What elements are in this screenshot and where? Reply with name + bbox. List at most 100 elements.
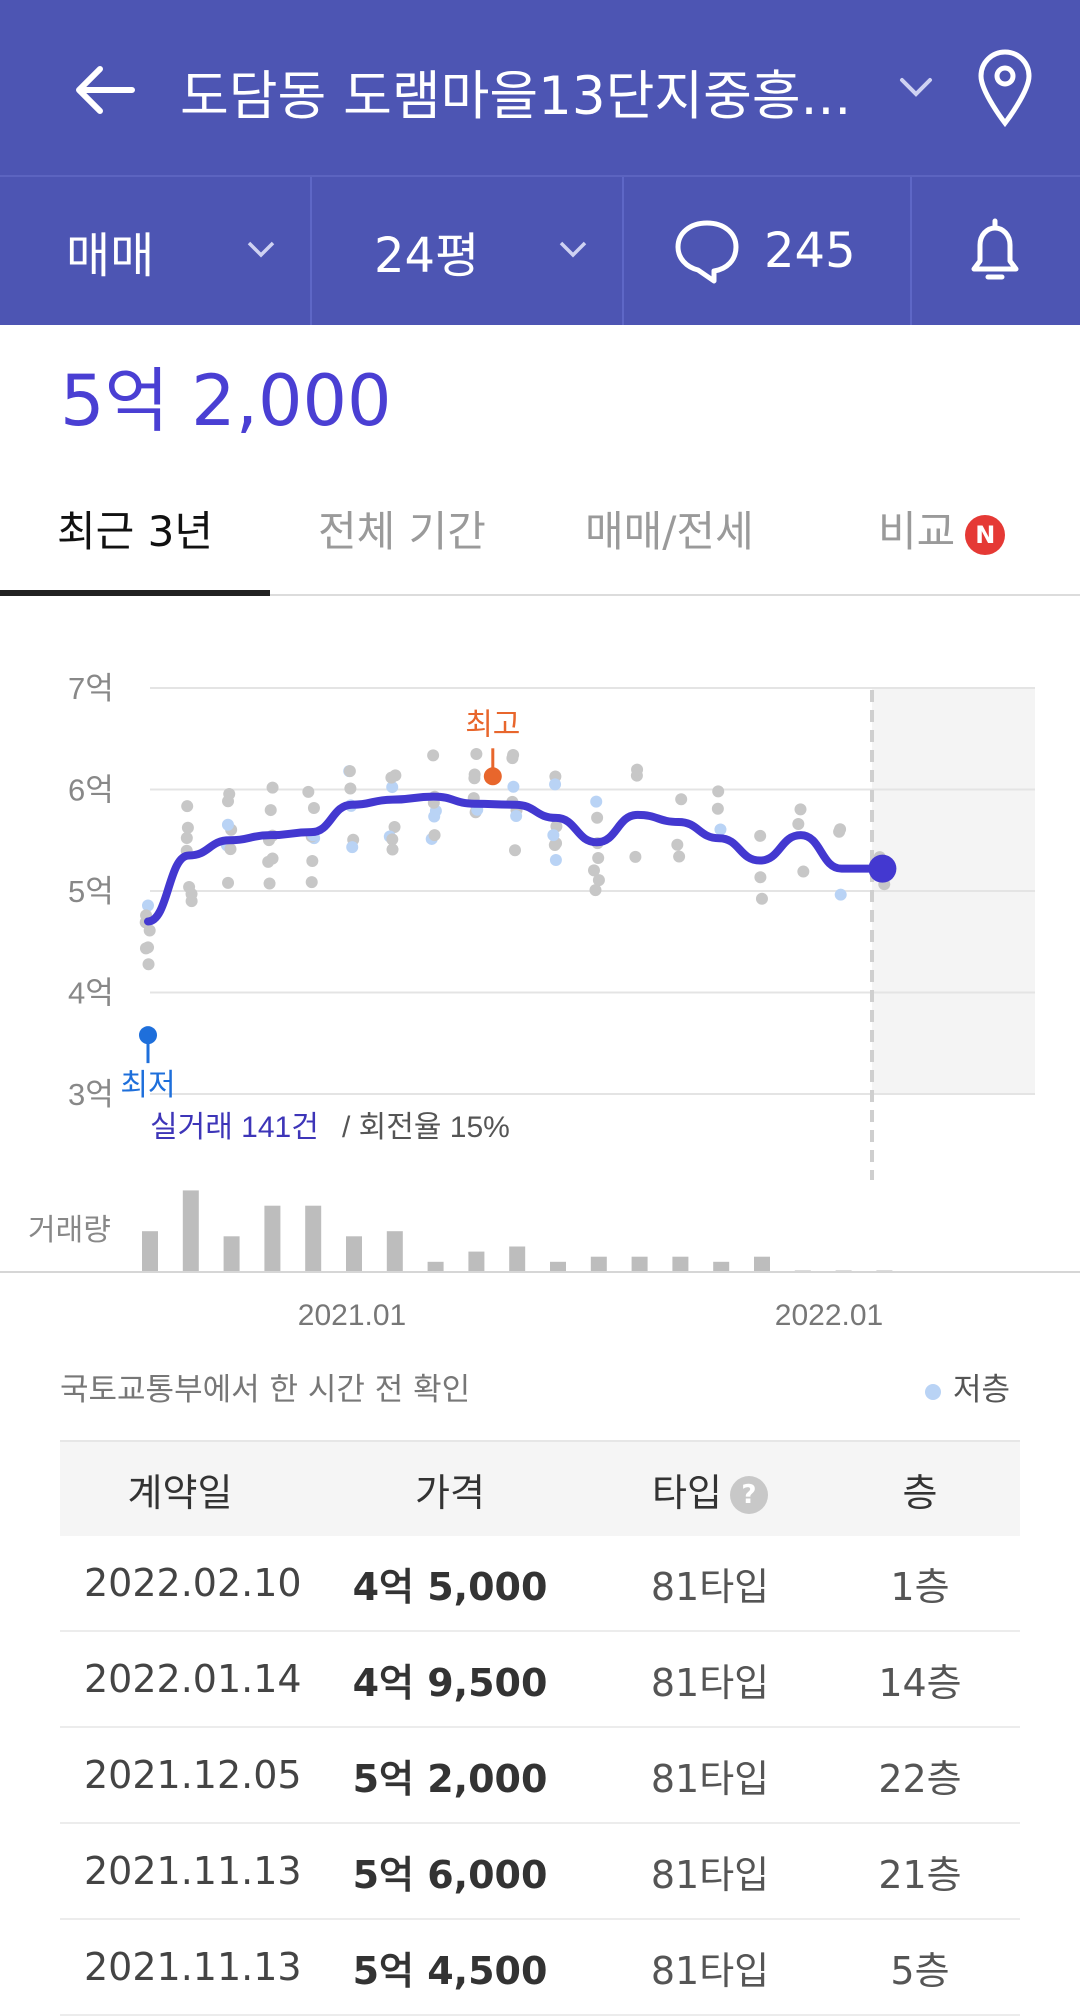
low-floor-dot-icon (925, 1383, 941, 1400)
low-floor-legend: 저층 (925, 1364, 1010, 1409)
column-header-date: 계약일 (127, 1470, 233, 1515)
comment-count: 245 (764, 223, 856, 279)
transaction-dot (143, 924, 156, 937)
transaction-dot (510, 809, 523, 822)
volume-bar (142, 1231, 158, 1272)
divider (910, 177, 912, 325)
legend-label: 저층 (953, 1372, 1011, 1408)
bell-icon (971, 218, 1019, 280)
table-row[interactable]: 2022.01.14 4억 9,500 81타입 14층 (60, 1632, 1020, 1728)
column-header-price: 가격 (415, 1470, 485, 1515)
table-row[interactable]: 2021.11.13 5억 6,000 81타입 21층 (60, 1824, 1020, 1920)
volume-bar (550, 1261, 566, 1272)
divider (622, 177, 624, 325)
transaction-dot (754, 871, 767, 884)
tab-recent-3-years[interactable]: 최근 3년 (57, 507, 213, 556)
comments-button[interactable]: 245 (624, 177, 910, 325)
transaction-dot (224, 843, 237, 856)
transaction-dot (591, 811, 604, 824)
transaction-dot (712, 785, 725, 798)
transaction-dot (139, 942, 152, 955)
transaction-dot (549, 778, 562, 791)
transaction-dot (222, 876, 235, 889)
app-header: 도담동 도램마을13단지중흥... (0, 0, 1080, 175)
floor: 14층 (878, 1660, 962, 1705)
high-label: 최고 (465, 708, 520, 741)
floor: 5층 (890, 1948, 950, 1993)
table-header: 계약일 가격 타입? 층 (60, 1440, 1020, 1536)
floor: 1층 (890, 1564, 950, 1609)
tab-compare[interactable]: 비교 N (878, 498, 1006, 559)
transaction-dot (470, 747, 483, 760)
transaction-dot (142, 958, 155, 971)
transaction-dot (834, 823, 847, 836)
volume-bar (386, 1231, 403, 1272)
contract-date: 2021.12.05 (84, 1753, 302, 1797)
low-label: 최저 (120, 1069, 175, 1102)
transaction-dot (468, 772, 481, 785)
y-tick-label: 7억 (68, 671, 114, 706)
table-row[interactable]: 2022.02.10 4억 5,000 81타입 1층 (60, 1536, 1020, 1632)
price-trend-line (144, 792, 887, 926)
column-header-floor: 층 (902, 1470, 938, 1515)
summary-count: 실거래 141건 (150, 1111, 319, 1144)
contract-price: 4억 9,500 (352, 1660, 548, 1705)
transaction-dot (266, 781, 279, 794)
size-select[interactable]: 24평 (312, 177, 622, 325)
transaction-dot (306, 855, 319, 868)
chevron-down-icon[interactable] (896, 66, 936, 106)
help-icon[interactable]: ? (729, 1476, 768, 1514)
map-pin-icon[interactable] (975, 48, 1035, 128)
transaction-dot (592, 874, 605, 887)
active-tab-indicator (0, 590, 270, 596)
alarm-button[interactable] (912, 177, 1080, 325)
filter-bar: 매매 24평 245 (0, 175, 1080, 325)
transaction-table: 계약일 가격 타입? 층 2022.02.10 4억 5,000 81타입 1층 202… (60, 1440, 1020, 2016)
y-tick-label: 6억 (68, 773, 114, 808)
volume-label: 거래량 (28, 1214, 111, 1247)
transaction-dot (180, 832, 193, 845)
volume-bar (631, 1256, 648, 1272)
transaction-dot (307, 802, 320, 815)
transaction-dot (343, 765, 356, 778)
column-header-type: 타입? (600, 1462, 820, 1517)
page-title[interactable]: 도담동 도램마을13단지중흥... (180, 66, 852, 127)
volume-bar (305, 1205, 322, 1272)
contract-date: 2022.01.14 (84, 1657, 302, 1701)
volume-bar (427, 1261, 444, 1272)
unit-type: 81타입 (650, 1948, 770, 1993)
transaction-dot (386, 781, 399, 794)
table-body: 2022.02.10 4억 5,000 81타입 1층 2022.01.14 4억 9,5… (60, 1536, 1020, 2016)
transaction-dot (675, 793, 688, 806)
deal-type-select[interactable]: 매매 (0, 177, 310, 325)
volume-bar (346, 1236, 362, 1272)
transaction-dot (590, 795, 603, 808)
floor: 22층 (878, 1756, 962, 1801)
data-source-note: 국토교통부에서 한 시간 전 확인 (60, 1372, 471, 1408)
transaction-dot (346, 841, 359, 854)
transaction-dot (344, 782, 357, 795)
transaction-dot (427, 749, 440, 762)
transaction-dot (221, 818, 234, 831)
contract-date: 2021.11.13 (84, 1945, 302, 1989)
arrow-left-icon[interactable] (70, 55, 140, 125)
y-tick-label: 5억 (68, 874, 114, 909)
tab-all-period[interactable]: 전체 기간 (318, 507, 486, 556)
contract-price: 4억 5,000 (352, 1564, 548, 1609)
transaction-dot (794, 803, 807, 816)
tab-compare-label: 비교 (878, 507, 956, 556)
table-row[interactable]: 2021.11.13 5억 4,500 81타입 5층 (60, 1920, 1020, 2016)
divider (310, 177, 312, 325)
unit-type: 81타입 (650, 1756, 770, 1801)
volume-bar (509, 1246, 526, 1272)
transaction-dot (714, 823, 727, 836)
volume-bar (468, 1251, 485, 1272)
transaction-dot (385, 771, 398, 784)
transaction-dot (711, 802, 724, 815)
current-price-marker (868, 854, 897, 883)
chevron-down-icon (247, 241, 275, 258)
contract-price: 5억 4,500 (352, 1948, 548, 1993)
tab-sale-lease[interactable]: 매매/전세 (585, 507, 754, 556)
table-row[interactable]: 2021.12.05 5억 2,000 81타입 22층 (60, 1728, 1020, 1824)
